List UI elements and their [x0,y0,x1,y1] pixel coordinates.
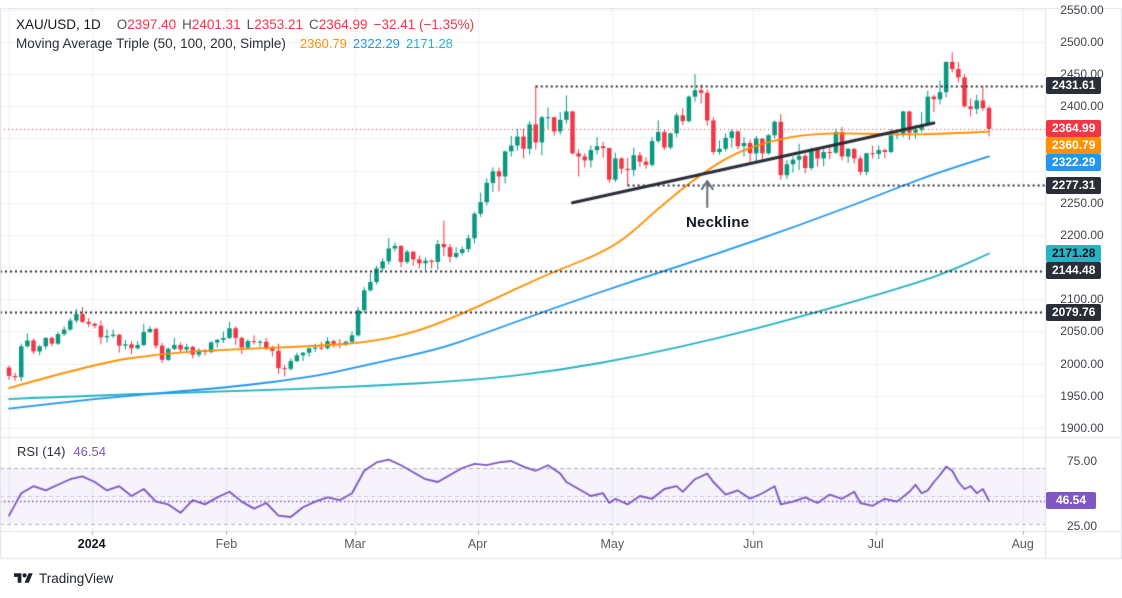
price-axis-label: 2050.00 [1060,324,1104,339]
time-axis-label: Apr [467,537,488,551]
symbol-title[interactable]: XAU/USD, 1D [16,17,101,32]
price-axis-badge: 2322.29 [1046,154,1102,172]
ma50-value: 2360.79 [299,36,347,51]
price-axis-badge: 2171.28 [1046,244,1102,262]
time-axis-label: Mar [344,537,366,551]
low-label: L [246,17,255,32]
time-axis-label: Jul [867,537,884,551]
low-value: 2353.21 [254,17,303,32]
time-axis[interactable]: 2024 Feb Mar Apr May Jun Jul Aug [0,531,1045,558]
price-axis[interactable]: 2550.00 2500.00 2450.00 2400.00 2250.00 2200.… [1045,3,1122,558]
chart-legend: XAU/USD, 1D O2397.40 H2401.31 L2353.21 C2364… [16,15,474,53]
ma200-value: 2171.28 [405,36,453,51]
high-label: H [182,17,192,32]
price-axis-badge: 2360.79 [1046,137,1102,155]
open-label: O [116,17,128,32]
close-label: C [309,17,319,32]
tradingview-logo-text: TradingView [39,571,114,586]
symbol-legend-row: XAU/USD, 1D O2397.40 H2401.31 L2353.21 C2364… [16,15,474,34]
price-axis-label: 2200.00 [1060,227,1104,242]
close-value: 2364.99 [318,17,368,32]
time-axis-label: 2024 [77,537,106,551]
rsi-value: 46.54 [73,444,106,459]
price-axis-badge: 2079.76 [1046,303,1102,321]
time-axis-label: Feb [215,537,238,551]
indicator-legend-row: Moving Average Triple (50, 100, 200, Sim… [16,34,474,53]
time-axis-label: Aug [1011,537,1034,551]
rsi-title[interactable]: RSI (14) [17,444,66,459]
tradingview-logo[interactable]: TradingView [14,571,113,586]
price-axis-label: 2400.00 [1060,99,1104,114]
price-axis-label: 1950.00 [1060,388,1104,403]
ma100-value: 2322.29 [352,36,400,51]
price-axis-label: 2250.00 [1060,195,1104,210]
price-axis-badge: 46.54 [1046,492,1096,510]
price-axis-label: 2500.00 [1060,35,1104,49]
rsi-axis-label: 25.00 [1066,519,1098,533]
price-axis-badge: 2364.99 [1046,120,1102,138]
rsi-legend: RSI (14) 46.54 [17,444,106,459]
rsi-axis-label: 75.00 [1066,454,1098,468]
price-axis-badge: 2144.48 [1046,262,1102,280]
high-value: 2401.31 [191,17,241,32]
neckline-annotation-label[interactable]: Neckline [686,214,750,231]
time-axis-label: May [600,537,625,551]
tradingview-logo-icon [14,571,33,586]
price-axis-badge: 2431.61 [1046,77,1102,95]
time-axis-label: Jun [743,537,764,551]
price-axis-label: 2000.00 [1060,356,1104,371]
price-axis-label: 2100.00 [1060,292,1104,307]
change-value: −32.41 (−1.35%) [373,17,475,32]
price-axis-badge: 2277.31 [1046,176,1102,194]
price-axis-label: 2550.00 [1060,2,1104,17]
open-value: 2397.40 [127,17,177,32]
price-axis-label: 1900.00 [1060,420,1104,435]
indicator-title[interactable]: Moving Average Triple (50, 100, 200, Sim… [16,36,286,51]
